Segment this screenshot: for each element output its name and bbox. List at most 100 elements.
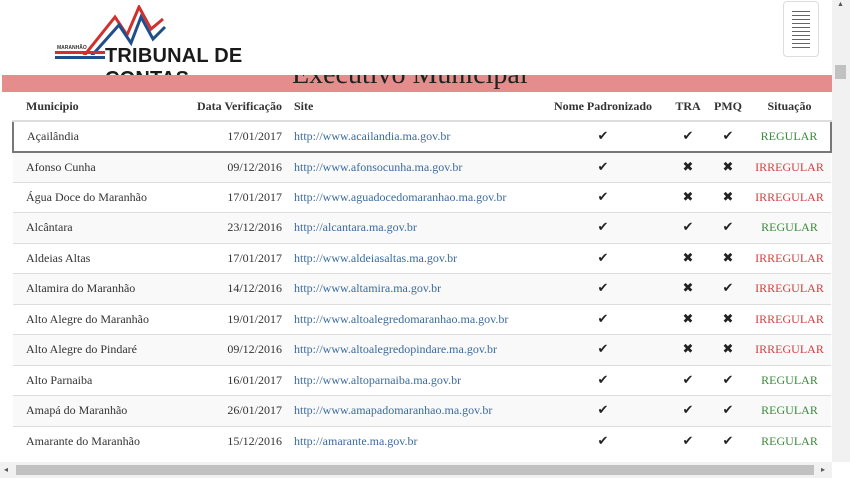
municipio: Aldeias Altas: [13, 242, 173, 274]
col-situacao[interactable]: Situação: [748, 93, 831, 122]
data-verificacao: 09/12/2016: [173, 334, 288, 365]
municipios-table: Municipio Data Verificação Site Nome Pad…: [12, 93, 832, 457]
check-icon: ✔: [538, 395, 668, 426]
col-nome[interactable]: Nome Padronizado: [538, 93, 668, 122]
scroll-left-icon[interactable]: ◂: [4, 465, 9, 474]
table-row[interactable]: Aldeias Altas 17/01/2017 http://www.aldeia…: [13, 242, 831, 274]
cross-icon: ✖: [668, 273, 708, 304]
situacao-status: IRREGULAR: [748, 334, 831, 365]
table-row[interactable]: Amarante do Maranhão 15/12/2016 http://ama…: [13, 425, 831, 457]
situacao-status: IRREGULAR: [748, 181, 831, 213]
municipio: Água Doce do Maranhão: [13, 181, 173, 213]
cross-icon: ✖: [708, 151, 748, 182]
data-verificacao: 19/01/2017: [173, 303, 288, 335]
data-verificacao: 26/01/2017: [173, 395, 288, 426]
scroll-up-icon[interactable]: ▲: [837, 0, 844, 8]
situacao-status: IRREGULAR: [748, 303, 831, 335]
situacao-status: IRREGULAR: [748, 151, 831, 182]
site-link[interactable]: http://www.amapadomaranhao.ma.gov.br: [294, 403, 493, 418]
table-row[interactable]: Afonso Cunha 09/12/2016 http://www.afonsoc…: [13, 151, 831, 182]
check-icon: ✔: [668, 212, 708, 243]
cross-icon: ✖: [668, 303, 708, 335]
site-link[interactable]: http://www.acailandia.ma.gov.br: [294, 128, 451, 143]
cross-icon: ✖: [708, 242, 748, 274]
site-link[interactable]: http://alcantara.ma.gov.br: [294, 220, 417, 235]
logo-mountain-icon: [82, 5, 167, 55]
cross-icon: ✖: [668, 181, 708, 213]
data-verificacao: 14/12/2016: [173, 273, 288, 304]
table-row[interactable]: Alto Alegre do Maranhão 19/01/2017 http://…: [13, 303, 831, 335]
data-verificacao: 17/01/2017: [173, 242, 288, 274]
cross-icon: ✖: [668, 242, 708, 274]
site-link[interactable]: http://www.altamira.ma.gov.br: [294, 281, 442, 296]
horizontal-scrollbar[interactable]: ◂ ▸: [0, 462, 832, 478]
logo-state: MARANHÃO: [57, 45, 87, 51]
table-row[interactable]: Alto Parnaiba 16/01/2017 http://www.altopa…: [13, 364, 831, 396]
situacao-status: REGULAR: [748, 364, 831, 396]
municipio: Altamira do Maranhão: [13, 273, 173, 304]
col-site[interactable]: Site: [288, 93, 538, 122]
check-icon: ✔: [538, 242, 668, 274]
municipio: Alto Alegre do Pindaré: [13, 334, 173, 365]
site-link[interactable]: http://amarante.ma.gov.br: [294, 434, 418, 448]
site-link[interactable]: http://www.aldeiasaltas.ma.gov.br: [294, 250, 458, 265]
check-icon: ✔: [708, 273, 748, 304]
data-verificacao: 15/12/2016: [173, 425, 288, 457]
section-title-band: Executivo Municipal: [2, 75, 832, 92]
col-data[interactable]: Data Verificação: [173, 93, 288, 122]
check-icon: ✔: [538, 425, 668, 457]
table-row[interactable]: Altamira do Maranhão 14/12/2016 http://www…: [13, 273, 831, 304]
site-link[interactable]: http://www.altoalegredomaranhao.ma.gov.b…: [294, 311, 509, 326]
site-link[interactable]: http://www.afonsocunha.ma.gov.br: [294, 159, 463, 174]
check-icon: ✔: [668, 120, 708, 153]
municipio: Amarante do Maranhão: [13, 425, 173, 457]
table-row[interactable]: Alcântara 23/12/2016 http://alcantara.ma.g…: [13, 212, 831, 243]
vertical-scroll-thumb[interactable]: [835, 65, 846, 79]
col-tra[interactable]: TRA: [668, 93, 708, 122]
check-icon: ✔: [668, 425, 708, 457]
vertical-scrollbar[interactable]: ▲: [832, 0, 850, 462]
horizontal-scroll-thumb[interactable]: [16, 465, 814, 475]
check-icon: ✔: [708, 212, 748, 243]
situacao-status: IRREGULAR: [748, 273, 831, 304]
data-verificacao: 17/01/2017: [173, 181, 288, 213]
data-verificacao: 09/12/2016: [173, 151, 288, 182]
municipio: Alto Parnaiba: [13, 364, 173, 396]
check-icon: ✔: [708, 364, 748, 396]
data-verificacao: 16/01/2017: [173, 364, 288, 396]
col-municipio[interactable]: Municipio: [13, 93, 173, 122]
check-icon: ✔: [708, 395, 748, 426]
check-icon: ✔: [538, 212, 668, 243]
situacao-status: REGULAR: [748, 212, 831, 243]
cross-icon: ✖: [668, 151, 708, 182]
check-icon: ✔: [538, 181, 668, 213]
situacao-status: REGULAR: [748, 395, 831, 426]
cross-icon: ✖: [708, 303, 748, 335]
check-icon: ✔: [668, 395, 708, 426]
check-icon: ✔: [538, 120, 668, 153]
check-icon: ✔: [538, 364, 668, 396]
menu-button[interactable]: [783, 1, 819, 57]
data-verificacao: 17/01/2017: [173, 120, 288, 153]
check-icon: ✔: [708, 425, 748, 457]
municipio: Alcântara: [13, 212, 173, 243]
logo-stripes-icon: [55, 51, 105, 59]
col-pmq[interactable]: PMQ: [708, 93, 748, 122]
table-header: Municipio Data Verificação Site Nome Pad…: [13, 93, 831, 122]
site-link[interactable]: http://www.altoparnaiba.ma.gov.br: [294, 372, 462, 387]
situacao-status: REGULAR: [748, 425, 831, 457]
check-icon: ✔: [538, 151, 668, 182]
situacao-status: IRREGULAR: [748, 242, 831, 274]
table-row[interactable]: Alto Alegre do Pindaré 09/12/2016 http://w…: [13, 334, 831, 365]
table-row[interactable]: Amapá do Maranhão 26/01/2017 http://www.am…: [13, 395, 831, 426]
municipio: Alto Alegre do Maranhão: [13, 303, 173, 335]
municipio: Açailândia: [12, 120, 173, 153]
scroll-right-icon[interactable]: ▸: [821, 465, 826, 474]
site-link[interactable]: http://www.altoalegredopindare.ma.gov.br: [294, 342, 498, 357]
cross-icon: ✖: [708, 334, 748, 365]
table-row[interactable]: Açailândia 17/01/2017 http://www.acailandi…: [12, 120, 832, 153]
table-row[interactable]: Água Doce do Maranhão 17/01/2017 http://ww…: [13, 181, 831, 213]
site-link[interactable]: http://www.aguadocedomaranhao.ma.gov.br: [294, 189, 507, 204]
tribunal-logo[interactable]: MARANHÃO TRIBUNAL DE CONTAS: [55, 5, 315, 90]
data-verificacao: 23/12/2016: [173, 212, 288, 243]
